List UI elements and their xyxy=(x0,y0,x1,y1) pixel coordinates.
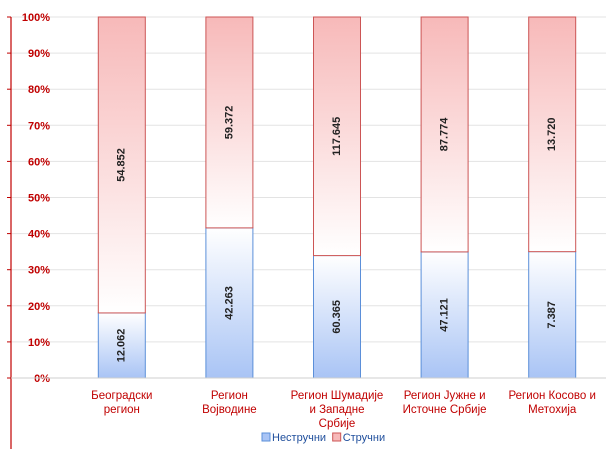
y-tick-label: 60% xyxy=(28,156,50,168)
data-label: 54.852 xyxy=(116,148,128,182)
legend: Нестручни Стручни xyxy=(261,432,385,444)
data-label: 60.365 xyxy=(331,300,343,334)
data-label: 59.372 xyxy=(223,106,235,140)
category-label: Београдски регион xyxy=(91,390,152,416)
bar-segment-Стручни xyxy=(97,16,146,314)
y-tick-label: 0% xyxy=(34,373,50,385)
bar-segment-Стручни xyxy=(420,16,469,253)
y-tick-label: 30% xyxy=(28,265,50,277)
axes: 0% 10% 20% 30% 40% 50% 60% 70% 80% 90% 100% Београд… xyxy=(7,12,606,449)
category-label: Регион Косово и Метохија xyxy=(508,390,596,416)
bar-segment-Нестручни xyxy=(528,251,577,379)
data-label: 12.062 xyxy=(116,329,128,363)
legend-swatch xyxy=(261,432,271,442)
y-tick-label: 100% xyxy=(22,12,50,24)
y-tick-label: 10% xyxy=(28,337,50,349)
legend-swatch xyxy=(332,432,342,442)
bar-segment-Нестручни xyxy=(420,251,469,379)
data-labels: 12.062 54.852 42.263 59.372 60.365 117.645 47.… xyxy=(116,106,558,363)
legend-label: Стручни xyxy=(343,432,385,444)
category-label: Регион Војводине xyxy=(202,390,257,416)
y-tick-label: 90% xyxy=(28,48,50,60)
bar-segment-Нестручни xyxy=(313,255,361,379)
bar-segment-Стручни xyxy=(528,16,577,253)
bar-segment-Стручни xyxy=(205,16,254,229)
data-label: 117.645 xyxy=(331,117,343,156)
data-label: 7.387 xyxy=(546,301,558,329)
data-label: 13.720 xyxy=(546,118,558,152)
legend-label: Нестручни xyxy=(272,432,326,444)
data-label: 42.263 xyxy=(223,286,235,320)
y-tick-label: 80% xyxy=(28,84,50,96)
bar-segment-Стручни xyxy=(313,16,361,257)
category-label: Регион Јужне и Источне Србије xyxy=(403,390,487,416)
category-label: Регион Шумадије и Западне Србије xyxy=(291,390,384,430)
y-tick-label: 50% xyxy=(28,193,50,205)
y-tick-label: 70% xyxy=(28,120,50,132)
data-label: 87.774 xyxy=(439,117,451,152)
y-tick-label: 40% xyxy=(28,229,50,241)
y-tick-label: 20% xyxy=(28,301,50,313)
data-label: 47.121 xyxy=(439,298,451,332)
